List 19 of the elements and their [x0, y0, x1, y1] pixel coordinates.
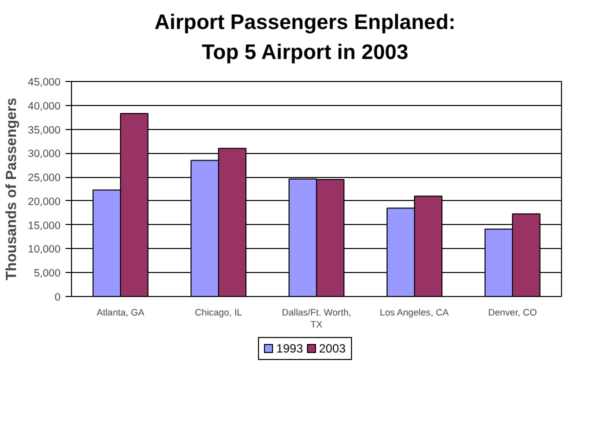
legend-label: 1993	[276, 341, 303, 356]
y-tick-label: 20,000	[28, 196, 61, 208]
y-tick-label: 10,000	[28, 244, 61, 256]
y-tick-label: 45,000	[28, 76, 61, 88]
y-axis-title: Thousands of Passengers	[4, 98, 20, 280]
y-tick-label: 35,000	[28, 124, 61, 136]
x-tick-label: Los Angeles, CA	[380, 308, 450, 318]
x-tick-label: Dallas/Ft. Worth, TX	[282, 308, 352, 330]
x-tick-label: Denver, CO	[488, 308, 537, 318]
y-tick-label: 40,000	[28, 100, 61, 112]
x-tick-label: Chicago, IL	[194, 308, 242, 318]
y-tick-label: 0	[54, 292, 61, 304]
y-tick-label: 5,000	[34, 268, 61, 280]
y-tick-label: 30,000	[28, 148, 61, 160]
chart-title: Airport Passengers Enplaned: Top 5 Airport in 2003	[154, 10, 456, 66]
y-tick-label: 25,000	[28, 172, 61, 184]
y-tick-label: 15,000	[28, 220, 61, 232]
x-tick-label: Atlanta, GA	[96, 308, 146, 318]
legend-label: 2003	[319, 341, 346, 356]
